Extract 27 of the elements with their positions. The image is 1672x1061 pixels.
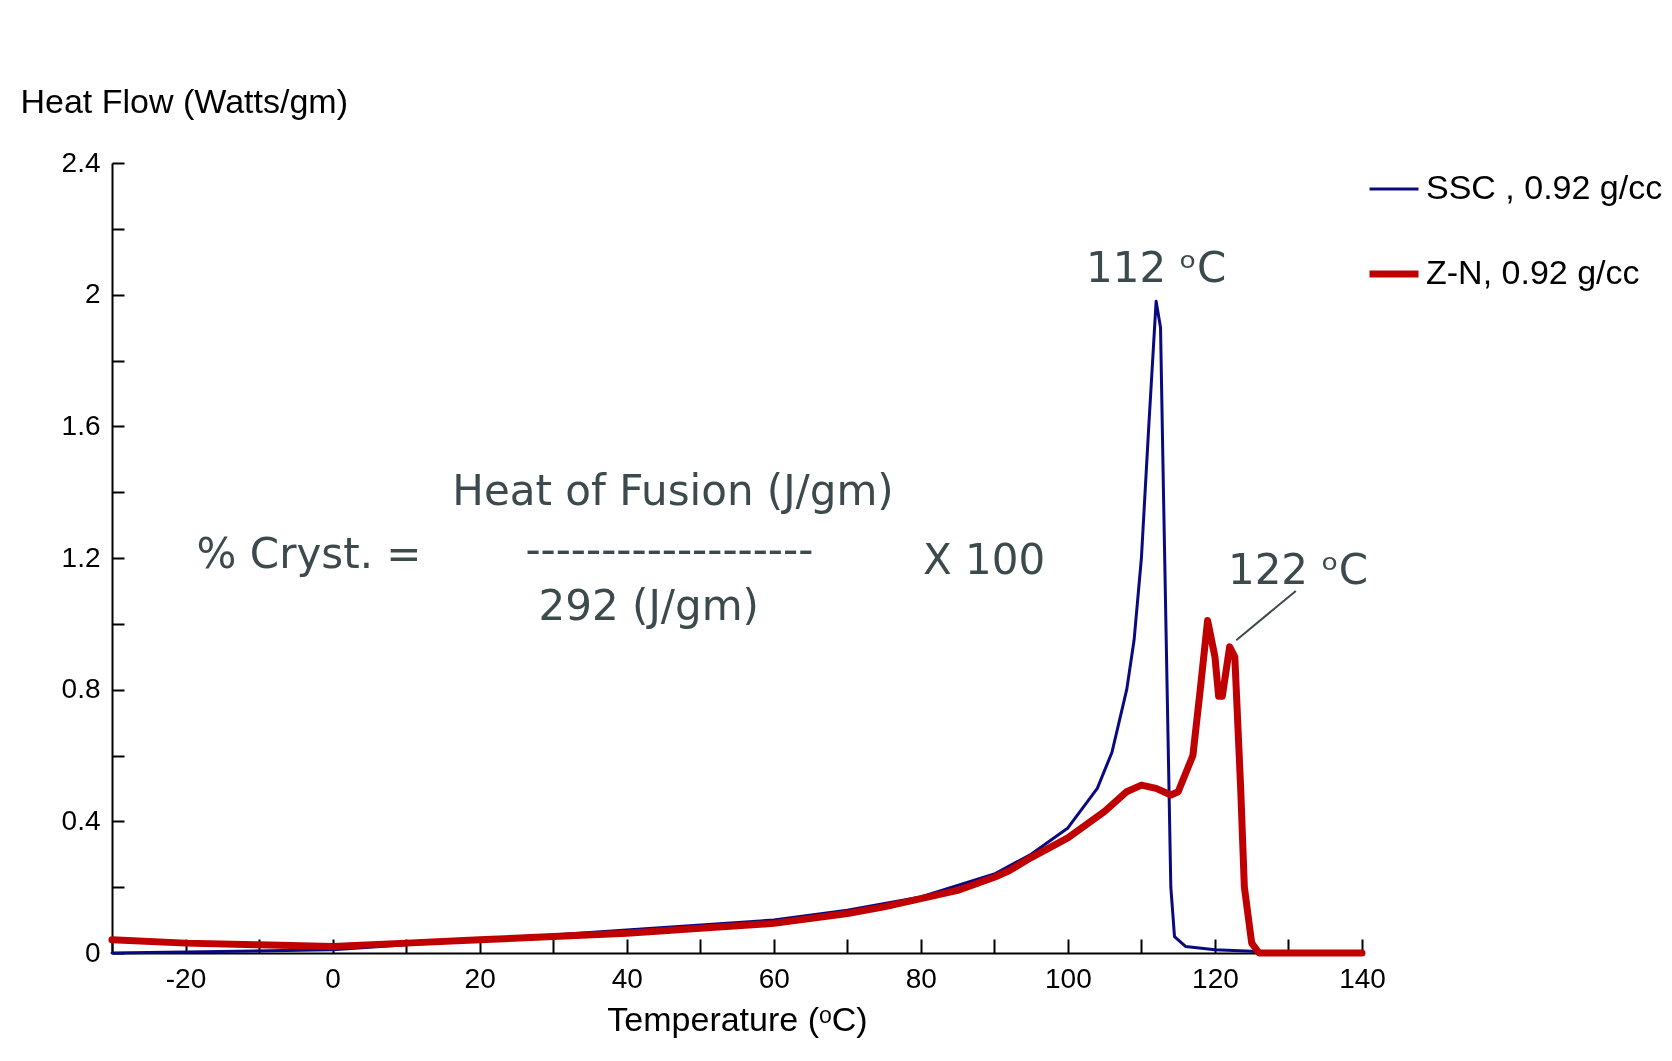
y-tick-label: 1.6 bbox=[61, 409, 101, 441]
y-axis-title: Heat Flow (Watts/gm) bbox=[20, 81, 348, 120]
y-tick-label: 1.2 bbox=[61, 541, 101, 573]
annotation: ------------------- bbox=[525, 525, 814, 575]
y-tick-label: 2.4 bbox=[61, 146, 101, 178]
x-tick-label: 100 bbox=[1045, 962, 1092, 994]
legend-label: Z-N, 0.92 g/cc bbox=[1426, 253, 1640, 291]
x-tick-label: 40 bbox=[611, 962, 643, 994]
legend-label: SSC , 0.92 g/cc bbox=[1426, 168, 1663, 206]
annotation: % Cryst. = bbox=[196, 528, 422, 578]
y-tick-label: 2 bbox=[84, 278, 101, 310]
x-tick-label: 80 bbox=[905, 962, 937, 994]
x-tick-label: -20 bbox=[165, 962, 207, 994]
x-tick-label: 0 bbox=[325, 962, 341, 994]
annotation: 292 (J/gm) bbox=[538, 581, 759, 631]
y-tick-label: 0.4 bbox=[61, 804, 101, 836]
y-tick-label: 0 bbox=[84, 936, 101, 968]
x-tick-label: 60 bbox=[758, 962, 790, 994]
annotation: 122 ᵒC bbox=[1227, 545, 1369, 595]
annotation: 112 ᵒC bbox=[1086, 242, 1227, 292]
x-axis-title: Temperature (ᵒC) bbox=[607, 999, 868, 1038]
x-tick-label: 140 bbox=[1339, 962, 1386, 994]
x-tick-label: 20 bbox=[464, 962, 496, 994]
annotation: X 100 bbox=[922, 535, 1046, 585]
annotation: Heat of Fusion (J/gm) bbox=[452, 466, 894, 516]
y-tick-label: 0.8 bbox=[61, 673, 101, 705]
x-tick-label: 120 bbox=[1192, 962, 1239, 994]
